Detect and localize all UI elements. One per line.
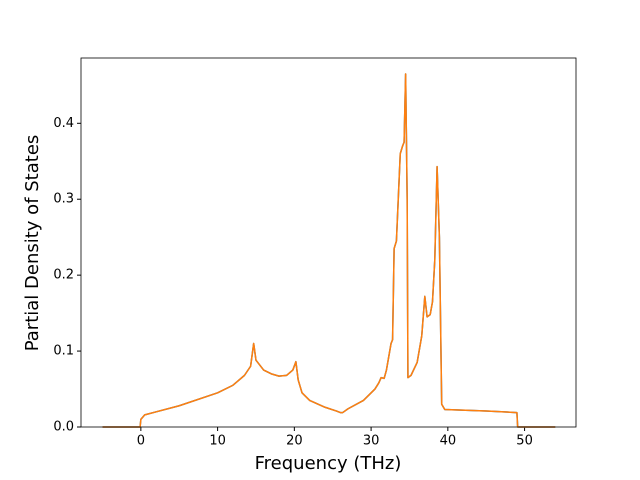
x-tick-label: 20 [286,434,303,449]
x-tick-label: 10 [209,434,226,449]
y-tick-label: 0.2 [53,268,74,283]
x-tick-label: 40 [440,434,457,449]
y-tick-label: 0.3 [53,192,74,207]
y-tick-label: 0.4 [53,116,74,131]
x-tick-label: 30 [363,434,380,449]
y-tick-label: 0.0 [53,420,74,435]
y-tick-label: 0.1 [53,344,74,359]
x-axis-label: Frequency (THz) [255,453,402,474]
x-tick-label: 50 [516,434,533,449]
data-line [102,73,556,428]
plot-frame [80,57,577,428]
data-line [102,73,556,428]
x-tick-label: 0 [137,434,145,449]
y-axis-label: Partial Density of States [22,135,43,352]
